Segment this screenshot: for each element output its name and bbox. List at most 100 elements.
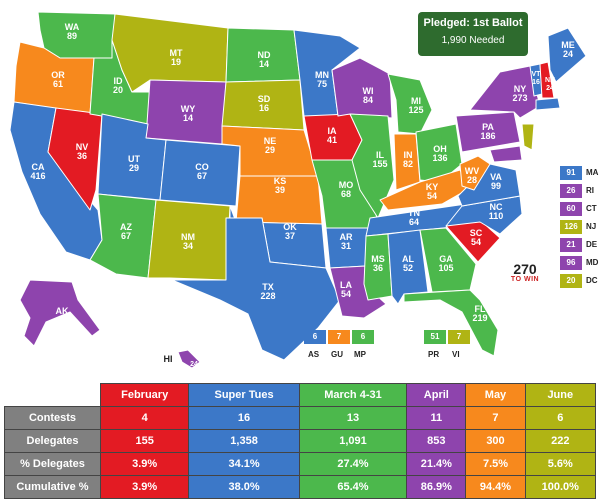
table-cell: 100.0% (524, 475, 597, 499)
state-value: 15 (57, 315, 67, 325)
state-value: 82 (403, 159, 413, 169)
state-code: TN (408, 208, 420, 218)
small-state-badge[interactable]: 60 (560, 202, 582, 216)
state-code: ID (114, 76, 124, 86)
state-code: PA (482, 122, 494, 132)
state-code: IA (328, 126, 338, 136)
state-code: WY (181, 104, 196, 114)
table-cell: 300 (465, 429, 526, 453)
state-il[interactable] (349, 113, 395, 219)
territory-code: AS (308, 350, 320, 359)
state-ga[interactable] (419, 227, 477, 293)
territory-badge[interactable]: 6 (304, 330, 326, 344)
state-ms[interactable] (363, 233, 393, 301)
state-hi[interactable] (177, 349, 201, 369)
state-pa[interactable] (455, 111, 521, 153)
small-state-badge[interactable]: 21 (560, 238, 582, 252)
state-value: 67 (121, 231, 131, 241)
state-tx[interactable] (171, 217, 341, 361)
svg-text:24: 24 (190, 361, 198, 368)
table-cell: 4 (99, 406, 190, 430)
col-june: June (524, 383, 597, 407)
small-state-badge[interactable]: 126 (560, 220, 582, 234)
table-cell: 155 (99, 429, 190, 453)
state-value: 28 (467, 175, 477, 185)
table-cell: 13 (298, 406, 408, 430)
pledged-needed: 1,990 Needed (441, 35, 505, 46)
state-md[interactable] (489, 145, 523, 163)
small-state-code: MD (586, 258, 599, 267)
state-value: 14 (259, 59, 269, 69)
table-cell: 38.0% (188, 475, 300, 499)
col-april: April (406, 383, 467, 407)
state-ma[interactable] (535, 97, 561, 111)
small-state-badge[interactable]: 91 (560, 166, 582, 180)
state-value: 36 (77, 151, 87, 161)
state-value: 36 (373, 263, 383, 273)
calendar-table: February Super Tues March 4-31 April May… (4, 383, 597, 499)
state-value: 29 (129, 163, 139, 173)
table-cell: 6 (524, 406, 597, 430)
table-cell: 1,358 (188, 429, 300, 453)
table-row: Cumulative % 3.9% 38.0% 65.4% 86.9% 94.4… (4, 475, 597, 499)
small-state-badge[interactable]: 20 (560, 274, 582, 288)
row-label: Cumulative % (4, 475, 101, 499)
state-code: WI (363, 86, 374, 96)
state-value: 19 (171, 57, 181, 67)
territory-badge[interactable]: 7 (328, 330, 350, 344)
state-ak[interactable] (19, 279, 101, 347)
state-value: 31 (341, 241, 351, 251)
table-header-row: February Super Tues March 4-31 April May… (4, 383, 597, 407)
small-state-badge[interactable]: 26 (560, 184, 582, 198)
small-state-badge[interactable]: 96 (560, 256, 582, 270)
state-value: 89 (67, 31, 77, 41)
state-code: AR (340, 232, 353, 242)
state-value: 61 (53, 79, 63, 89)
us-delegate-map: WA 89 OR 61 CA 416 NV 36 ID 20 MT 19 WY 14 UT 29… (9, 11, 587, 369)
table-cell: 853 (406, 429, 467, 453)
state-value: 24 (546, 85, 554, 92)
state-wi[interactable] (331, 57, 393, 119)
state-mi[interactable] (387, 73, 433, 135)
state-code: CA (32, 162, 45, 172)
small-state-code: CT (586, 204, 597, 213)
state-co[interactable] (159, 139, 241, 207)
state-nm[interactable] (147, 199, 231, 281)
state-ny[interactable] (469, 65, 541, 119)
state-me[interactable] (547, 27, 587, 83)
state-value: 219 (472, 313, 487, 323)
territory-code: VI (452, 350, 460, 359)
state-code: AL (402, 254, 414, 264)
state-value: 52 (403, 263, 413, 273)
state-fl[interactable] (403, 289, 499, 357)
state-code: WV (465, 166, 480, 176)
state-value: 54 (427, 191, 437, 201)
state-code: MN (315, 70, 329, 80)
state-wv[interactable] (459, 155, 491, 191)
state-value: 29 (265, 145, 275, 155)
state-value: 16 (259, 103, 269, 113)
state-nj[interactable] (521, 123, 535, 151)
territory-badge[interactable]: 7 (448, 330, 470, 344)
territory-badge[interactable]: 51 (424, 330, 446, 344)
territory-badge[interactable]: 6 (352, 330, 374, 344)
state-code: TX (262, 282, 274, 292)
row-label: % Delegates (4, 452, 101, 476)
state-code: NM (181, 232, 195, 242)
